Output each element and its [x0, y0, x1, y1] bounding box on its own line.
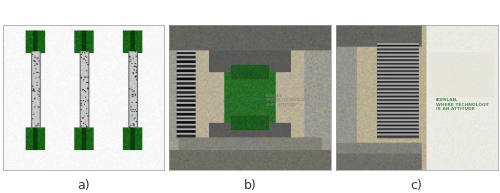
- Text: c): c): [410, 179, 422, 191]
- Text: b): b): [244, 179, 256, 191]
- Text: a): a): [77, 179, 90, 191]
- Text: IKERLAN,
WHERE TECHNOLOGY
IS AN ATTITUDE: IKERLAN, WHERE TECHNOLOGY IS AN ATTITUDE: [436, 98, 488, 111]
- Text: IKERLAN,
WHERE TECHNOLOGY
IS AN ATTITUDE: IKERLAN, WHERE TECHNOLOGY IS AN ATTITUDE: [266, 94, 308, 107]
